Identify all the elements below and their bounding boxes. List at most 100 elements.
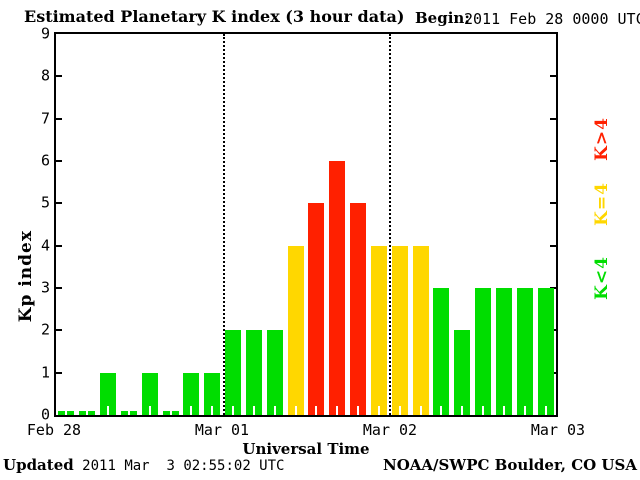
x-axis-minor-tick [232, 406, 235, 415]
y-axis-tick [56, 244, 62, 247]
x-axis-minor-tick [127, 406, 130, 415]
kp-bar [537, 288, 554, 415]
kp-bar-slot [494, 34, 515, 415]
credit-text: NOAA/SWPC Boulder, CO USA [382, 456, 637, 474]
y-axis-tick-label: 2 [40, 320, 50, 339]
x-axis-minor-tick [86, 406, 89, 415]
y-axis-tick-label: 0 [40, 405, 50, 424]
x-axis-minor-tick [148, 406, 151, 415]
kp-bar-slot [119, 34, 140, 415]
y-axis-tick [56, 329, 62, 332]
kp-bar [225, 330, 242, 415]
kp-bar-slot [160, 34, 181, 415]
kp-bar-slot [202, 34, 223, 415]
kp-bar [141, 372, 158, 415]
kp-bar-slot [306, 34, 327, 415]
x-axis-title: Universal Time [242, 440, 370, 458]
x-axis-minor-tick [65, 406, 68, 415]
x-axis-minor-tick [169, 406, 172, 415]
begin-value: 2011 Feb 28 0000 UTC [464, 10, 640, 28]
day-boundary-line [222, 34, 225, 415]
x-axis-minor-tick [107, 406, 110, 415]
y-axis-tick [56, 371, 62, 374]
kp-bar-slot [410, 34, 431, 415]
kp-bar [245, 330, 262, 415]
x-axis-tick-labels: Feb 28 Mar 01 Mar 02 Mar 03 [27, 421, 585, 439]
y-axis-tick-label: 1 [40, 363, 50, 382]
kp-bar-slot [285, 34, 306, 415]
kp-bar [350, 203, 367, 415]
y-axis-title: Kp index [16, 230, 36, 323]
kp-bar-slot [348, 34, 369, 415]
y-axis-tick-label: 8 [40, 66, 50, 85]
x-axis-tick-label: Mar 01 [194, 421, 250, 439]
x-axis-minor-tick [357, 406, 360, 415]
kp-bar-slot [452, 34, 473, 415]
updated-text: Updated 2011 Mar 3 02:55:02 UTC [3, 456, 284, 474]
kp-bar-slot [181, 34, 202, 415]
y-axis-tick [56, 160, 62, 162]
x-axis-minor-tick [336, 406, 339, 415]
y-axis-tick [56, 202, 62, 205]
kp-bar-slot [223, 34, 244, 415]
chart-title: Estimated Planetary K index (3 hour data… [24, 7, 405, 26]
updated-label: Updated [3, 456, 74, 474]
kp-bar-slot [535, 34, 556, 415]
kp-bar-slot [473, 34, 494, 415]
x-axis-minor-tick [523, 406, 526, 415]
plot-frame [54, 32, 558, 417]
x-axis-minor-tick [190, 406, 193, 415]
x-axis-minor-tick [544, 406, 547, 415]
x-axis-minor-tick [273, 406, 276, 415]
kp-bar-slot [389, 34, 410, 415]
x-axis-minor-tick [252, 406, 255, 415]
kp-bar-slot [139, 34, 160, 415]
x-axis-minor-tick [294, 406, 297, 415]
x-axis-minor-tick [377, 406, 380, 415]
plot-area [56, 34, 556, 415]
kp-bar [391, 245, 408, 415]
kp-bar [412, 245, 429, 415]
y-axis-tick [56, 287, 62, 289]
begin-label: Begin: [415, 9, 470, 27]
x-axis-minor-tick [440, 406, 443, 415]
kp-bar [516, 288, 533, 415]
kp-bar [287, 245, 304, 415]
day-boundary-line [389, 34, 392, 415]
y-axis-tick [550, 75, 556, 78]
kp-bar [308, 203, 325, 415]
kp-bar [329, 161, 346, 415]
x-axis-minor-tick [315, 406, 318, 415]
kp-bar [495, 288, 512, 415]
legend-item-eq4: K=4 [592, 182, 612, 226]
kp-bar-slot [244, 34, 265, 415]
y-axis-tick-labels: 9 8 7 6 5 4 3 2 1 0 [14, 26, 50, 422]
kp-bar-slot [369, 34, 390, 415]
kp-bar [370, 245, 387, 415]
legend-item-gt4: K>4 [592, 117, 612, 161]
kp-bar-slot [264, 34, 285, 415]
x-axis-minor-tick [482, 406, 485, 415]
kp-bar [100, 372, 117, 415]
x-axis-minor-tick [398, 406, 401, 415]
x-axis-tick-label: Mar 02 [362, 421, 418, 439]
x-axis-tick-label: Mar 03 [530, 421, 586, 439]
updated-value: 2011 Mar 3 02:55:02 UTC [73, 458, 285, 474]
y-axis-tick [550, 244, 556, 247]
y-axis-tick-label: 5 [40, 193, 50, 212]
kp-bar [204, 372, 221, 415]
kp-bar-slot [98, 34, 119, 415]
y-axis-tick [56, 75, 62, 78]
y-axis-tick [550, 117, 556, 120]
y-axis-tick-label: 7 [40, 109, 50, 128]
kp-bar-slot [327, 34, 348, 415]
y-axis-tick-label: 3 [40, 278, 50, 297]
x-axis-tick-label: Feb 28 [26, 421, 82, 439]
x-axis-minor-tick [461, 406, 464, 415]
kp-bar [183, 372, 200, 415]
x-axis-minor-tick [211, 406, 214, 415]
kp-bar [454, 330, 471, 415]
kp-bar-slot [514, 34, 535, 415]
y-axis-tick [56, 117, 62, 120]
